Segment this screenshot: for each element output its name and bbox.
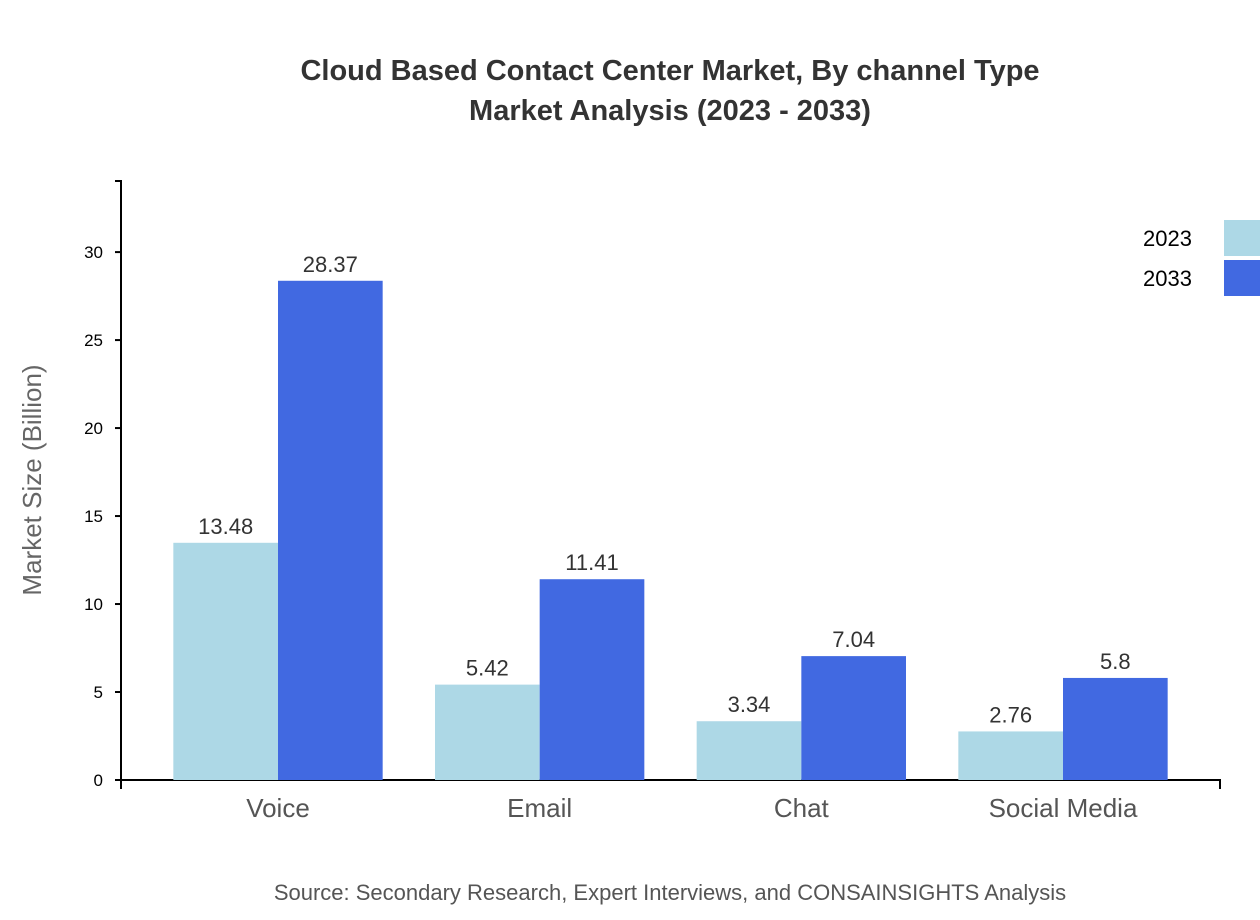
y-tick-label: 20 <box>84 419 103 438</box>
bar-2023-voice <box>173 542 278 780</box>
data-label: 5.8 <box>1100 649 1131 674</box>
x-axis-line <box>120 779 1221 789</box>
chart-title-line-1: Cloud Based Contact Center Market, By ch… <box>300 55 1039 87</box>
chart-title-line-2: Market Analysis (2023 - 2033) <box>469 95 871 127</box>
bar-2033-email <box>539 579 645 780</box>
source-note: Source: Secondary Research, Expert Inter… <box>274 880 1066 905</box>
bar-2033-chat <box>801 656 906 780</box>
data-label: 3.34 <box>728 692 771 717</box>
y-tick-label: 15 <box>84 507 103 526</box>
data-label: 13.48 <box>198 514 253 539</box>
data-label: 11.41 <box>565 550 618 575</box>
x-tick-label: Email <box>507 793 572 823</box>
legend-swatch-2033 <box>1224 260 1260 296</box>
legend-label: 2023 <box>1143 226 1192 251</box>
bar-2033-voice <box>278 280 383 780</box>
data-label: 2.76 <box>989 702 1032 727</box>
y-tick-label: 0 <box>94 771 103 790</box>
x-tick-label: Chat <box>774 793 830 823</box>
y-tick-label: 30 <box>84 243 103 262</box>
y-tick-label: 10 <box>84 595 103 614</box>
y-tick-label: 25 <box>84 331 103 350</box>
y-axis-label: Market Size (Billion) <box>17 364 47 595</box>
bar-2023-email <box>435 684 540 780</box>
x-tick-label: Voice <box>246 793 310 823</box>
bar-2023-social-media <box>958 731 1063 780</box>
y-axis-line <box>115 180 122 781</box>
bar-2033-social-media <box>1063 677 1168 780</box>
x-tick-label: Social Media <box>989 793 1138 823</box>
legend-label: 2033 <box>1143 266 1192 291</box>
data-label: 5.42 <box>466 656 509 681</box>
bar-2023-chat <box>696 721 802 780</box>
data-label: 7.04 <box>832 627 875 652</box>
data-label: 28.37 <box>303 252 358 277</box>
legend-swatch-2023 <box>1224 220 1260 256</box>
y-tick-label: 5 <box>94 683 103 702</box>
